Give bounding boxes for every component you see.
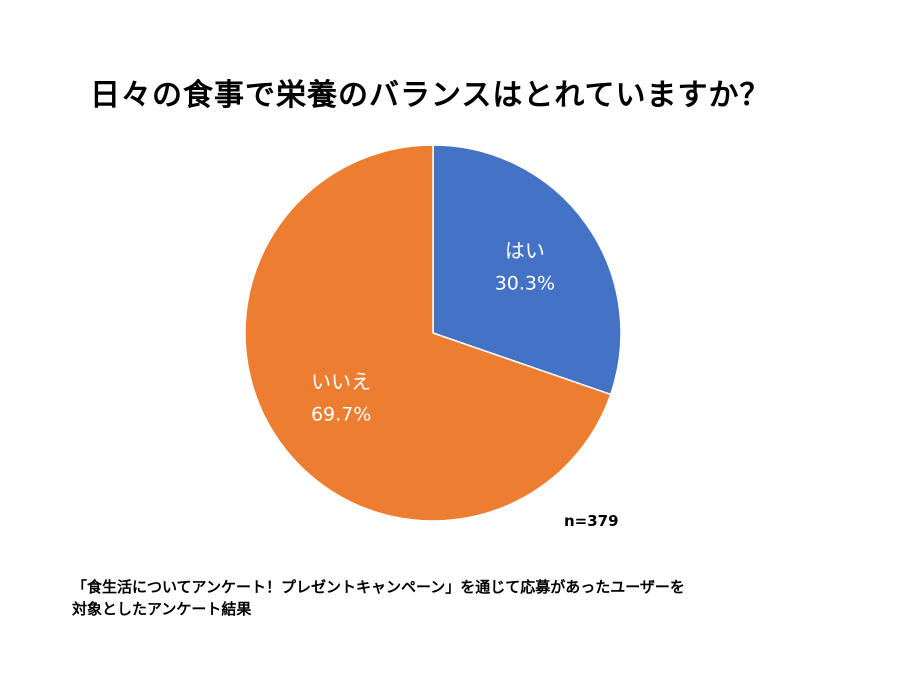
pie-slice-1 xyxy=(432,144,622,396)
slice-value-label-1: 30.3% xyxy=(495,273,555,295)
sample-size-label: n=379 xyxy=(564,512,619,530)
slice-category-label-1: はい xyxy=(505,239,545,263)
chart-title: 日々の食事で栄養のバランスはとれていますか？ xyxy=(90,78,771,113)
footnote: 「食生活についてアンケート！プレゼントキャンペーン」を通じて応募があったユーザー… xyxy=(72,576,832,620)
slice-category-label-2: いいえ xyxy=(311,369,371,393)
footnote-line-2: 対象としたアンケート結果 xyxy=(72,600,252,618)
footnote-line-1: 「食生活についてアンケート！プレゼントキャンペーン」を通じて応募があったユーザー… xyxy=(72,578,685,596)
pie-slice-2 xyxy=(244,144,612,522)
slice-value-label-2: 69.7% xyxy=(311,403,371,425)
